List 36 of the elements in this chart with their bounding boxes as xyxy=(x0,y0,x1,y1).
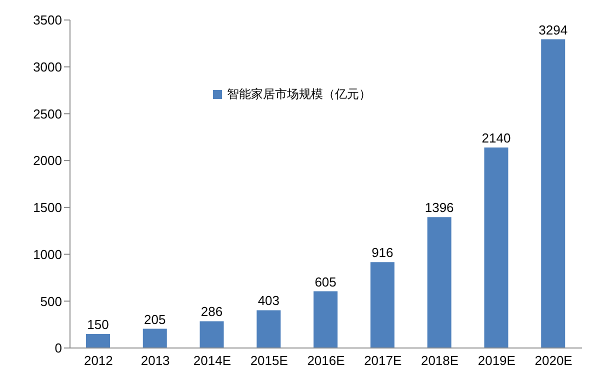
x-tick-label: 2016E xyxy=(307,353,346,368)
bar xyxy=(142,328,167,348)
y-tick-label: 0 xyxy=(54,340,62,356)
bar xyxy=(427,217,452,348)
y-tick-label: 2000 xyxy=(33,153,62,168)
x-tick-label: 2017E xyxy=(364,353,402,368)
bar xyxy=(256,310,281,348)
data-label: 150 xyxy=(87,316,109,332)
data-label: 3294 xyxy=(538,22,568,38)
x-tick-label: 2014E xyxy=(193,353,232,368)
y-tick-label: 2500 xyxy=(33,106,62,122)
x-tick-label: 2019E xyxy=(478,353,516,368)
bar xyxy=(541,39,566,348)
data-label: 2140 xyxy=(482,130,511,146)
x-tick-label: 2013 xyxy=(140,353,170,368)
data-label: 286 xyxy=(200,304,223,320)
x-tick-label: 2018E xyxy=(420,353,459,368)
data-label: 403 xyxy=(258,293,280,308)
data-label: 605 xyxy=(314,274,336,290)
data-label: 916 xyxy=(372,245,394,260)
data-label: 205 xyxy=(144,312,166,327)
y-tick-label: 500 xyxy=(40,294,62,309)
x-tick-label: 2012 xyxy=(84,353,113,368)
y-tick-label: 1000 xyxy=(33,246,62,262)
bar xyxy=(314,291,338,348)
x-tick-label: 2015E xyxy=(250,353,288,368)
y-tick-label: 3000 xyxy=(33,59,62,74)
x-tick-label: 2020E xyxy=(534,353,573,368)
bar xyxy=(86,334,110,348)
bar xyxy=(200,321,224,348)
y-tick-label: 3500 xyxy=(33,12,62,28)
y-tick-label: 1500 xyxy=(33,200,62,216)
bar xyxy=(484,147,508,348)
legend-label: 智能家居市场规模（亿元） xyxy=(227,86,371,103)
data-label: 1396 xyxy=(424,200,454,216)
bar xyxy=(370,262,394,348)
